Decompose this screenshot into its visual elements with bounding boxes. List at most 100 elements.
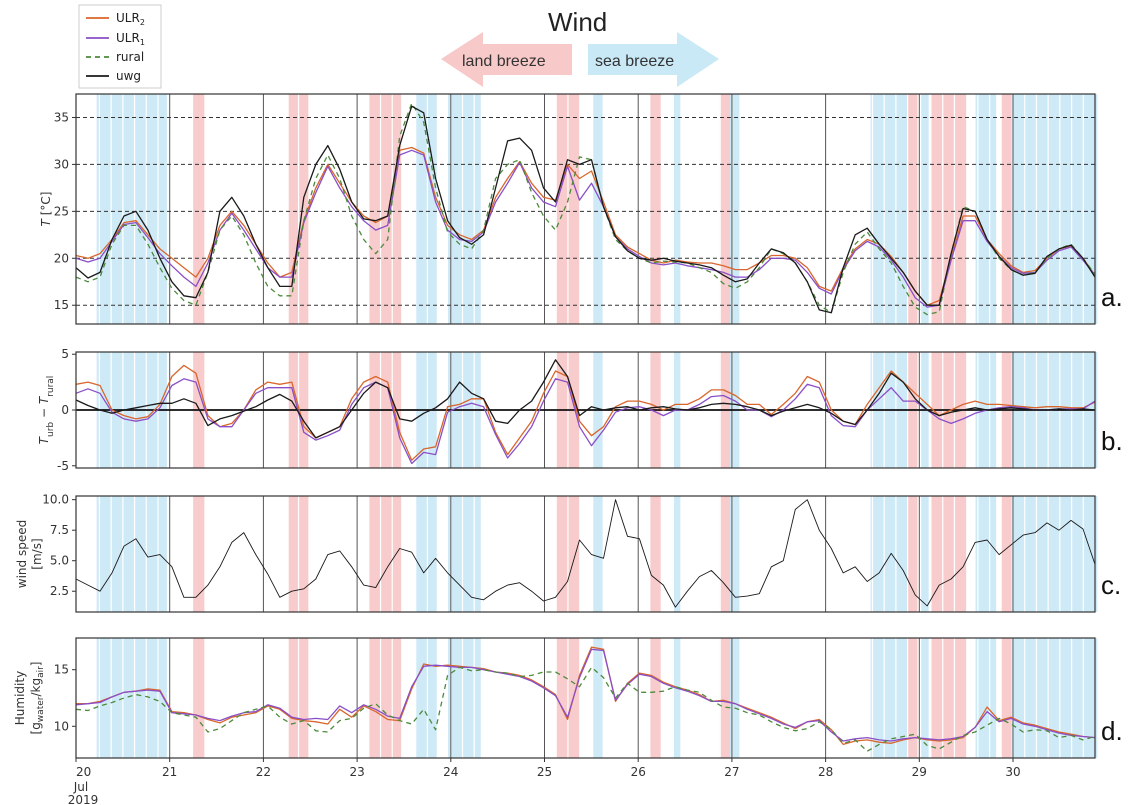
x-tick-label: 25 [537, 765, 552, 779]
x-tick-label: 24 [443, 765, 458, 779]
land-breeze-span [193, 638, 205, 758]
legend-label-ulr1: ULR1 [116, 31, 145, 47]
y-tick-label: 5 [61, 347, 69, 361]
series-line-ulr1 [75, 149, 1096, 308]
y-tick-label: 15 [54, 663, 69, 677]
legend: ULR2 ULR1 rural uwg [78, 4, 162, 89]
y-tick-label: 20 [54, 251, 69, 265]
land-breeze-span [931, 94, 967, 324]
panel-frame [75, 637, 1096, 759]
sea-breeze-span [1011, 638, 1098, 758]
y-tick-label: 0 [61, 403, 69, 417]
sea-breeze-span [415, 638, 437, 758]
land-breeze-span [908, 94, 918, 324]
sea-breeze-span [593, 638, 603, 758]
series-line-ulr2 [76, 646, 1096, 746]
series-line-uwg [75, 359, 1096, 439]
land-breeze-span [719, 496, 731, 612]
x-tick-label: 28 [818, 765, 833, 779]
sea-breeze-span [1011, 496, 1098, 612]
sea-breeze-span [921, 496, 929, 612]
land-breeze-span [719, 94, 731, 324]
land-breeze-span [1001, 94, 1012, 324]
x-tick-label: 26 [631, 765, 646, 779]
sea-breeze-span [415, 496, 437, 612]
sea-breeze-span [96, 638, 135, 758]
sea-breeze-span [921, 638, 929, 758]
legend-label-rural: rural [116, 50, 144, 64]
land-breeze-span [193, 496, 205, 612]
x-tick-year: 2019 [68, 793, 99, 805]
sea-breeze-label: sea breeze [595, 53, 674, 70]
y-tick-label: 10 [54, 719, 69, 733]
panel-c: 2.5 5.0 7.5 10.0 wind speed[m/s] c. [15, 493, 1121, 613]
sea-breeze-span [870, 638, 909, 758]
x-tick-label: 27 [724, 765, 739, 779]
y-tick-label: 2.5 [50, 584, 69, 598]
sea-breeze-span [1011, 94, 1098, 324]
legend-label-uwg: uwg [116, 69, 141, 83]
sea-breeze-span [729, 94, 740, 324]
land-breeze-arrow [441, 32, 572, 87]
land-breeze-span [1001, 638, 1012, 758]
sea-breeze-span [975, 638, 997, 758]
series-line-uwg [75, 105, 1096, 314]
sea-breeze-span [870, 496, 909, 612]
series-line-wind [75, 499, 1096, 608]
x-tick-label: 20 [76, 765, 91, 779]
land-breeze-span [719, 638, 731, 758]
x-tick-label: 30 [1005, 765, 1020, 779]
x-tick-label: 22 [256, 765, 271, 779]
land-breeze-span [908, 638, 918, 758]
y-tick-label: 7.5 [50, 523, 69, 537]
wind-header: Wind land breeze sea breeze [441, 7, 719, 87]
y-tick-label: -5 [57, 459, 69, 473]
series-line-rural [75, 666, 1096, 752]
sea-breeze-span [134, 94, 167, 324]
panel-frame [75, 495, 1096, 613]
land-breeze-span [650, 496, 661, 612]
panel-d: 10 15 Humidity[gwater/kgair] d. [13, 637, 1123, 759]
wind-title: Wind [548, 7, 607, 37]
panel-b: -5 0 5 Turb − Trural b. [37, 347, 1123, 473]
sea-breeze-span [672, 496, 681, 612]
sea-breeze-span [593, 94, 603, 324]
sea-breeze-span [96, 94, 135, 324]
x-tick-label: 29 [912, 765, 927, 779]
land-breeze-label: land breeze [462, 53, 546, 70]
panel-letter-b: b. [1101, 426, 1123, 456]
panel-letter-c: c. [1101, 570, 1121, 600]
sea-breeze-span [134, 496, 167, 612]
x-tick-month: Jul [73, 780, 88, 794]
sea-breeze-span [96, 496, 135, 612]
panel-letter-a: a. [1101, 282, 1123, 312]
sea-breeze-span [134, 638, 167, 758]
y-axis-label: Turb − Trural [37, 376, 56, 445]
panels: 15 20 25 30 35 T [°C] a. -5 0 5 Turb − Trural b. 2.5… [13, 93, 1123, 759]
sea-breeze-span [447, 94, 481, 324]
land-breeze-span [368, 638, 402, 758]
y-axis-label: T [°C] [39, 192, 53, 227]
panel-letter-d: d. [1101, 716, 1123, 746]
x-tick-label: 21 [162, 765, 177, 779]
land-breeze-span [193, 94, 205, 324]
x-tick-label: 23 [349, 765, 364, 779]
y-tick-label: 5.0 [50, 554, 69, 568]
y-tick-label: 35 [54, 110, 69, 124]
sea-breeze-span [729, 638, 740, 758]
panel-frame [75, 93, 1096, 325]
sea-breeze-span [729, 496, 740, 612]
sea-breeze-arrow [588, 32, 719, 87]
legend-label-ulr2: ULR2 [116, 11, 145, 27]
panel-a: 15 20 25 30 35 T [°C] a. [39, 93, 1123, 325]
sea-breeze-span [593, 496, 603, 612]
sea-breeze-span [975, 94, 997, 324]
y-tick-label: 10.0 [42, 493, 69, 507]
y-tick-label: 15 [54, 298, 69, 312]
sea-breeze-span [870, 94, 909, 324]
land-breeze-span [650, 638, 661, 758]
land-breeze-span [368, 94, 402, 324]
sea-breeze-span [672, 94, 681, 324]
